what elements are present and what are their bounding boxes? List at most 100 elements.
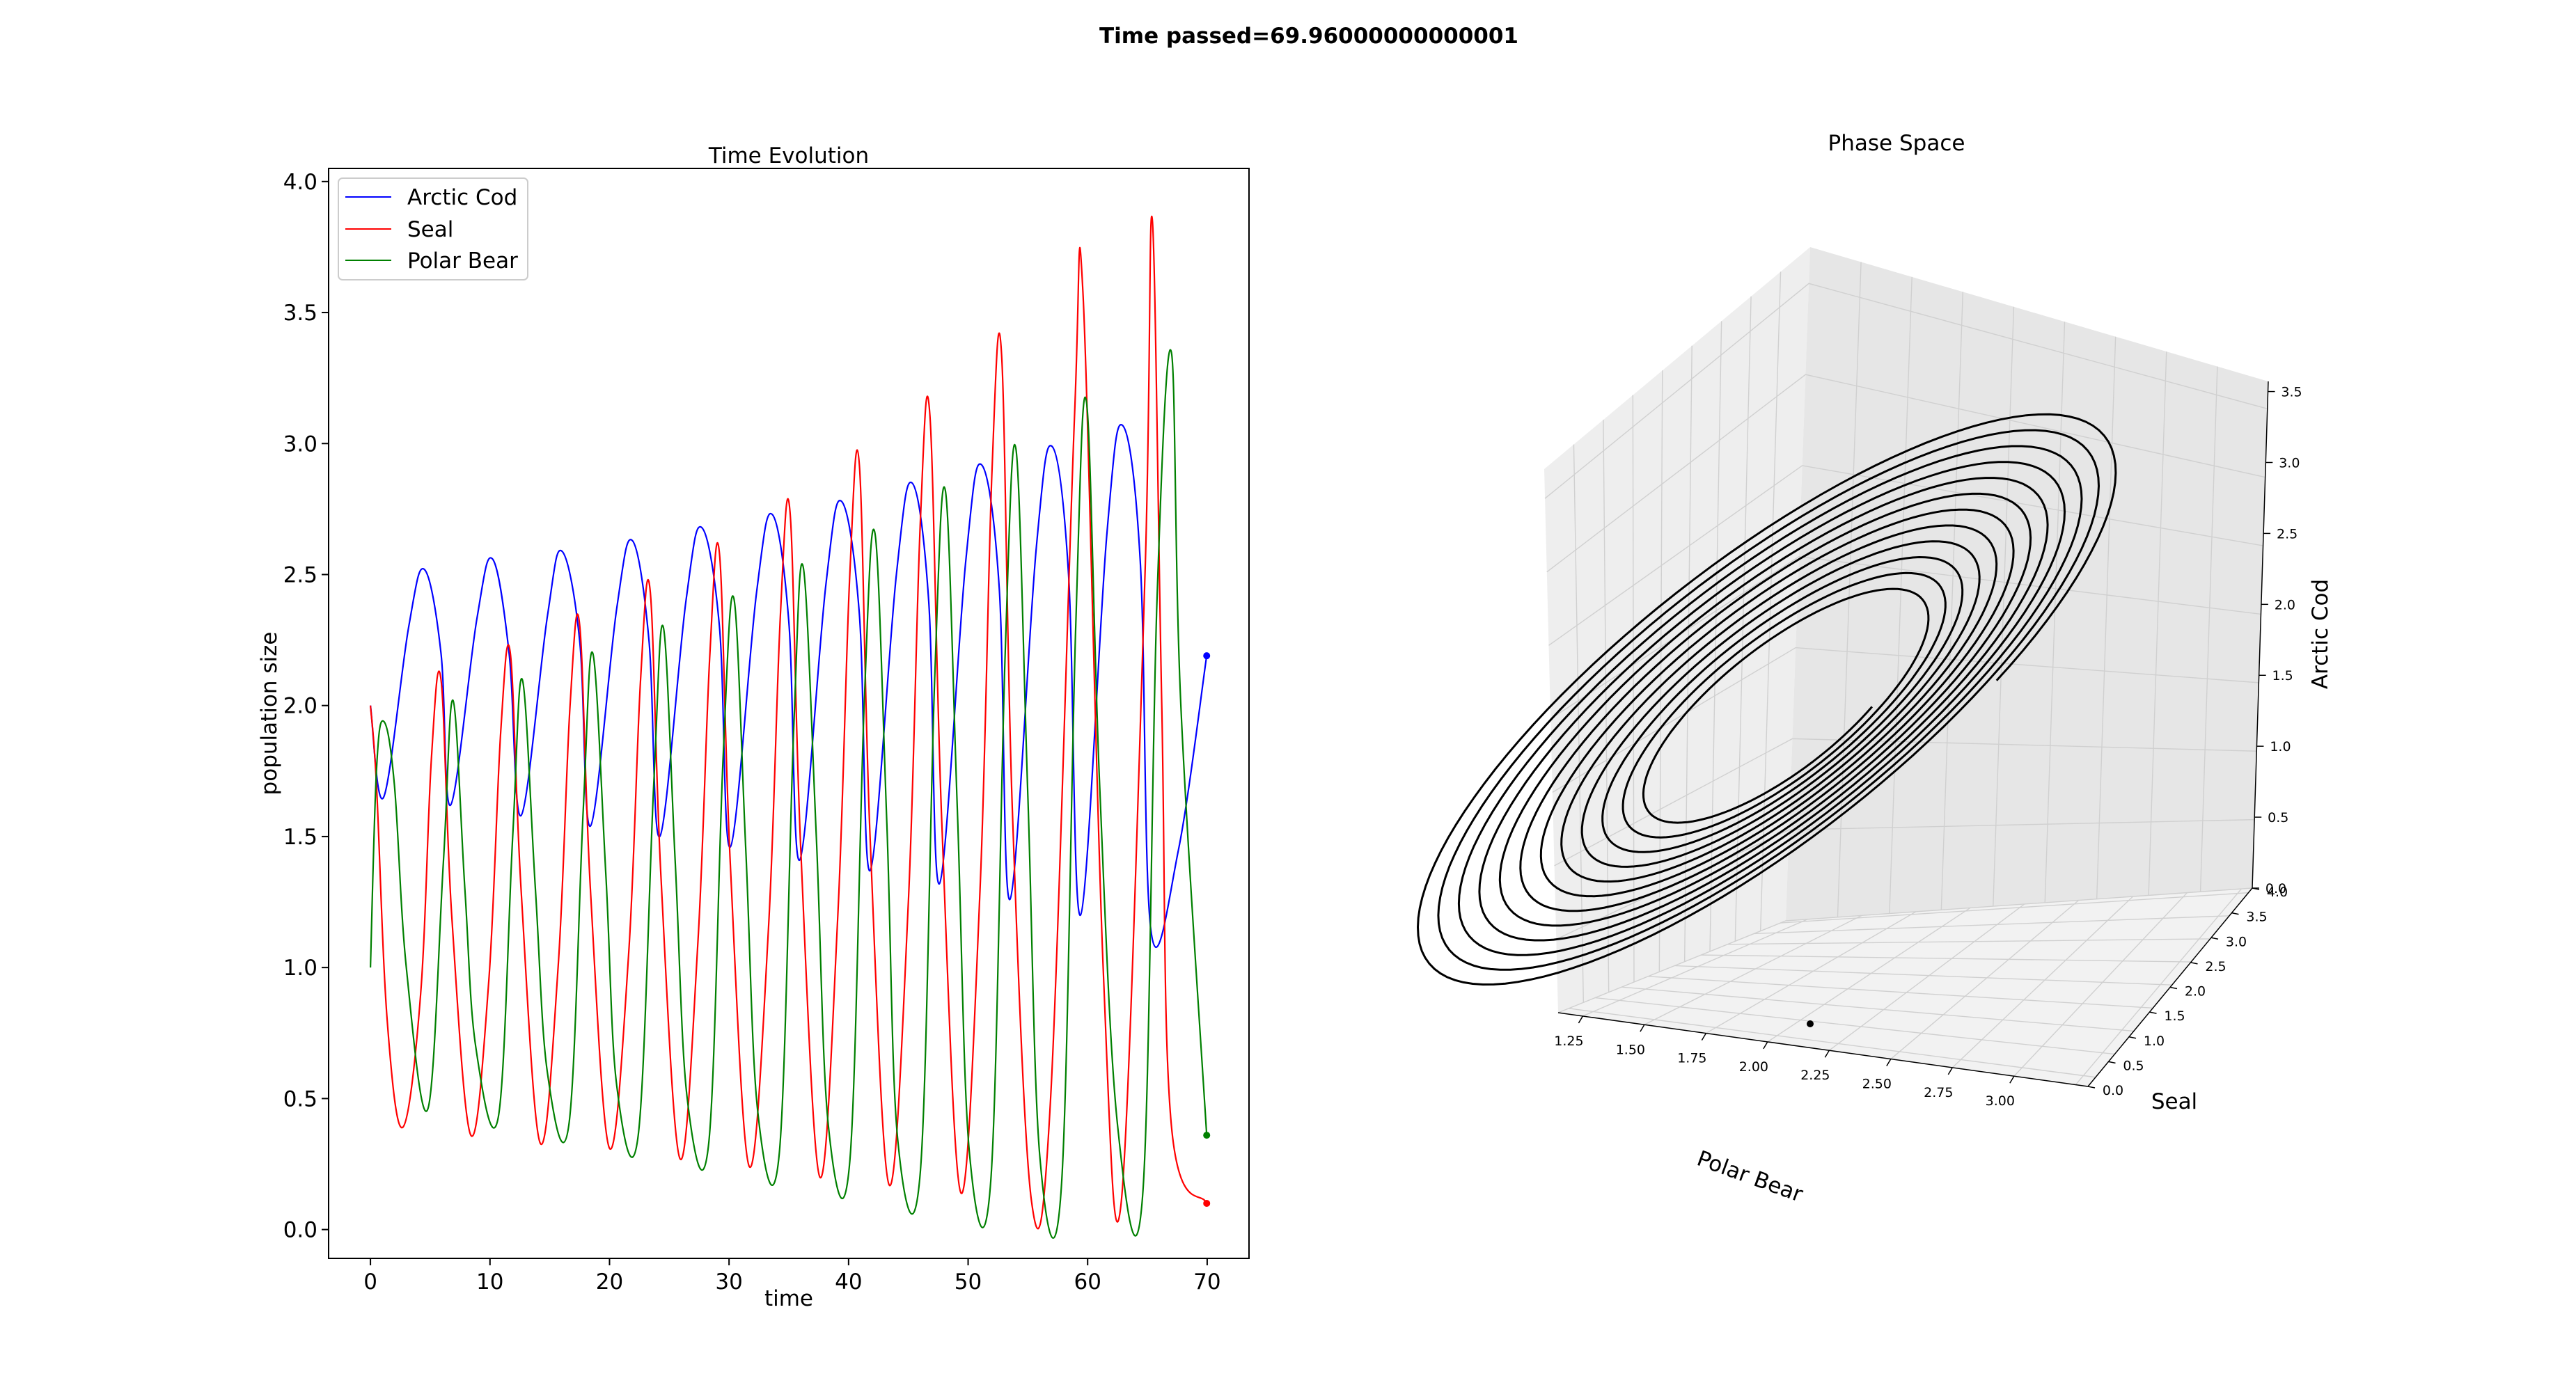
z-tick-label: 0.5: [2268, 810, 2288, 825]
legend-label-seal: Seal: [407, 217, 453, 242]
series-line-arctic-cod: [370, 424, 1208, 948]
y-tick-label: 2.5: [283, 562, 317, 587]
x-tick-mark: [1578, 1015, 1584, 1024]
x-tick-label: 10: [476, 1270, 503, 1295]
time-evolution-plot-area: [328, 168, 1250, 1259]
series-line-seal: [370, 215, 1208, 1230]
grid-line: [1889, 276, 1913, 914]
time-evolution-x-ticks: 0 10 20 30 40 50 60 70: [363, 1258, 1221, 1295]
left-back-pane: [1544, 247, 1810, 1013]
phase-space-x-label: Polar Bear: [1694, 1146, 1807, 1208]
y-tick-label: 0.0: [2103, 1083, 2123, 1098]
time-evolution-y-ticks: 0.0 0.5 1.0 1.5 2.0 2.5 3.0 3.5 4.0: [283, 170, 329, 1243]
z-axis-line: [2252, 381, 2269, 889]
y-tick-mark: [2108, 1061, 2116, 1064]
time-evolution-end-markers: [1203, 652, 1211, 1207]
x-tick-label: 2.25: [1800, 1068, 1830, 1083]
x-tick-mark: [1947, 1067, 1953, 1075]
grid-line: [2096, 336, 2116, 899]
grid-line: [1951, 896, 2134, 1068]
x-tick-mark: [1763, 1041, 1768, 1050]
y-tick-mark: [2169, 986, 2178, 990]
y-tick-label: 1.5: [283, 825, 317, 850]
x-tick-label: 20: [596, 1270, 623, 1295]
x-tick-label: 40: [835, 1270, 862, 1295]
y-tick-mark: [2210, 937, 2219, 940]
phase-space-ticks: 1.251.501.752.002.252.502.753.000.00.51.…: [1554, 385, 2302, 1109]
x-tick-label: 2.75: [1924, 1085, 1953, 1100]
grid-line: [1603, 420, 1610, 992]
x-tick-label: 50: [955, 1270, 982, 1295]
grid-line: [1828, 903, 2025, 1051]
grid-line: [1727, 938, 2210, 945]
y-tick-label: 4.0: [283, 170, 317, 195]
y-tick-label: 0.5: [283, 1086, 317, 1112]
z-tick-label: 0.0: [2265, 881, 2286, 896]
x-tick-label: 2.50: [1862, 1077, 1892, 1092]
y-tick-mark: [2190, 962, 2198, 965]
x-tick-label: 30: [715, 1270, 742, 1295]
x-tick-mark: [1886, 1059, 1892, 1066]
grid-line: [1683, 345, 1693, 962]
grid-line: [1648, 976, 2153, 1009]
end-marker-seal: [1203, 1199, 1211, 1207]
x-axis-line: [1557, 1012, 2089, 1087]
z-tick-label: 3.0: [2279, 455, 2300, 470]
phase-space-y-label: Seal: [2151, 1089, 2197, 1114]
x-tick-label: 1.75: [1677, 1051, 1706, 1066]
grid-line: [2013, 892, 2188, 1077]
x-tick-mark: [2009, 1075, 2015, 1084]
grid-line: [1709, 321, 1722, 952]
y-tick-label: 3.5: [2246, 910, 2267, 925]
grid-line: [1940, 292, 1964, 910]
x-tick-label: 1.50: [1616, 1042, 1645, 1057]
time-evolution-legend: Arctic Cod Seal Polar Bear: [338, 177, 528, 280]
legend-frame: [338, 177, 528, 280]
z-tick-label: 3.5: [2281, 385, 2302, 400]
time-evolution-axes: Time Evolution 0 10 20 30 40 50 60 70 0.0 0.5 1.0…: [257, 143, 1250, 1311]
y-tick-label: 2.0: [2185, 984, 2206, 999]
time-evolution-y-label: population size: [257, 632, 282, 796]
y-tick-label: 1.0: [283, 956, 317, 981]
grid-line: [1621, 986, 2134, 1032]
right-back-pane: [1786, 247, 2268, 921]
x-tick-label: 70: [1193, 1270, 1220, 1295]
y-tick-label: 2.5: [2205, 959, 2226, 974]
end-marker-arctic-cod: [1203, 652, 1211, 660]
end-marker-polar-bear: [1203, 1132, 1211, 1139]
grid-line: [2044, 322, 2066, 903]
phase-trajectory-line: [1416, 413, 2117, 986]
y-tick-label: 3.0: [2226, 934, 2247, 949]
grid-line: [1701, 954, 2192, 963]
x-tick-mark: [1824, 1050, 1830, 1058]
grid-line: [1674, 965, 2172, 986]
time-evolution-x-label: time: [764, 1286, 813, 1311]
grid-line: [2075, 888, 2242, 1085]
y-tick-label: 4.0: [2267, 885, 2288, 900]
grid-line: [2199, 366, 2218, 892]
grid-line: [1734, 296, 1752, 942]
y-tick-mark: [2087, 1086, 2096, 1089]
grid-line: [1573, 444, 1585, 1003]
x-tick-label: 3.00: [1986, 1093, 2015, 1109]
phase-space-axes: Phase Space 1.25 1.50 1.75 2.00 2.25 2.50 2.75…: [1416, 131, 2333, 1208]
x-tick-label: 0: [363, 1270, 377, 1295]
grid-line: [2148, 351, 2167, 896]
x-tick-label: 60: [1074, 1270, 1101, 1295]
legend-label-polar-bear: Polar Bear: [407, 248, 518, 274]
y-tick-label: 1.0: [2144, 1034, 2165, 1049]
y-tick-label: 0.5: [2123, 1058, 2144, 1073]
y-tick-mark: [2231, 912, 2239, 915]
series-line-polar-bear: [370, 349, 1208, 1239]
x-tick-label: 2.00: [1739, 1059, 1768, 1075]
y-tick-label: 1.5: [2164, 1009, 2185, 1024]
grid-line: [1644, 915, 1862, 1025]
phase-space-title: Phase Space: [1828, 131, 1965, 156]
y-tick-label: 0.0: [283, 1218, 317, 1243]
floor-pane: [1558, 888, 2252, 1086]
grid-line: [1780, 892, 2249, 924]
z-tick-label: 1.0: [2270, 739, 2291, 754]
grid-line: [1595, 997, 2115, 1055]
time-evolution-series-lines: [370, 215, 1208, 1239]
